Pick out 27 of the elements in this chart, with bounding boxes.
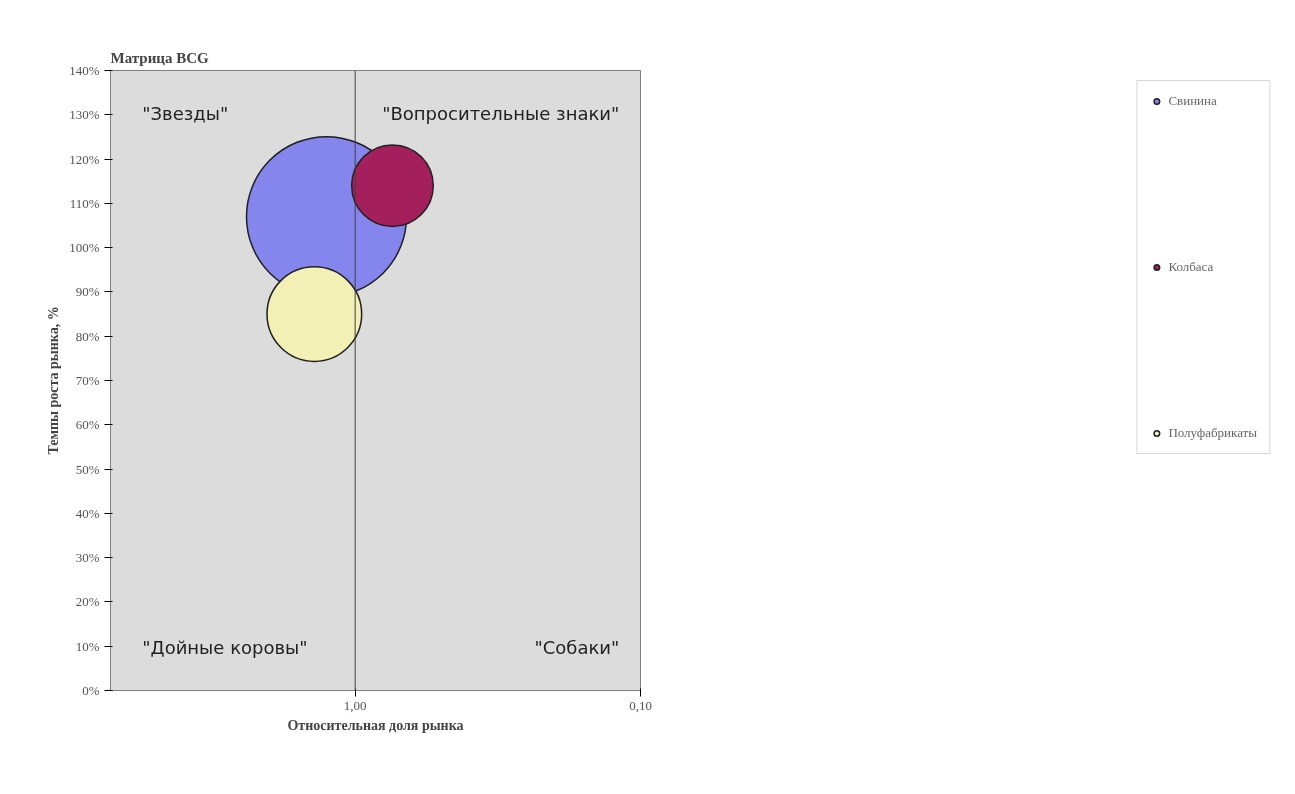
x-axis-title: Относительная доля рынка — [287, 717, 464, 733]
x-tick-label: 1,00 — [343, 697, 367, 713]
y-tick-label: 20% — [75, 594, 100, 610]
legend-label: Полуфабрикаты — [1168, 425, 1257, 441]
y-tick-label: 100% — [69, 240, 100, 256]
y-tick-label: 40% — [75, 505, 100, 521]
y-tick-label: 10% — [75, 638, 100, 654]
annotation: "Вопросительные знаки" — [382, 103, 620, 125]
y-tick-label: 50% — [75, 461, 100, 477]
x-tick-label: 0,10 — [629, 697, 652, 713]
y-tick-label: 30% — [75, 550, 100, 566]
y-tick-label: 120% — [69, 151, 100, 167]
y-tick-label: 140% — [69, 63, 100, 78]
y-tick-label: 90% — [75, 284, 100, 300]
annotation: "Собаки" — [534, 636, 620, 658]
y-tick-label: 60% — [75, 417, 100, 433]
annotation: "Дойные коровы" — [142, 636, 308, 658]
y-tick-label: 80% — [75, 328, 100, 344]
legend-label: Колбаса — [1168, 259, 1214, 275]
annotation: "Звезды" — [142, 103, 229, 125]
y-tick-label: 110% — [69, 195, 100, 211]
chart-title: Матрица BCG — [110, 49, 210, 66]
y-tick-label: 0% — [82, 683, 100, 698]
y-axis-title: Темпы роста рынка, % — [46, 306, 62, 455]
y-tick-label: 130% — [69, 107, 100, 123]
legend-label: Свинина — [1168, 93, 1217, 109]
y-tick-label: 70% — [75, 373, 100, 388]
